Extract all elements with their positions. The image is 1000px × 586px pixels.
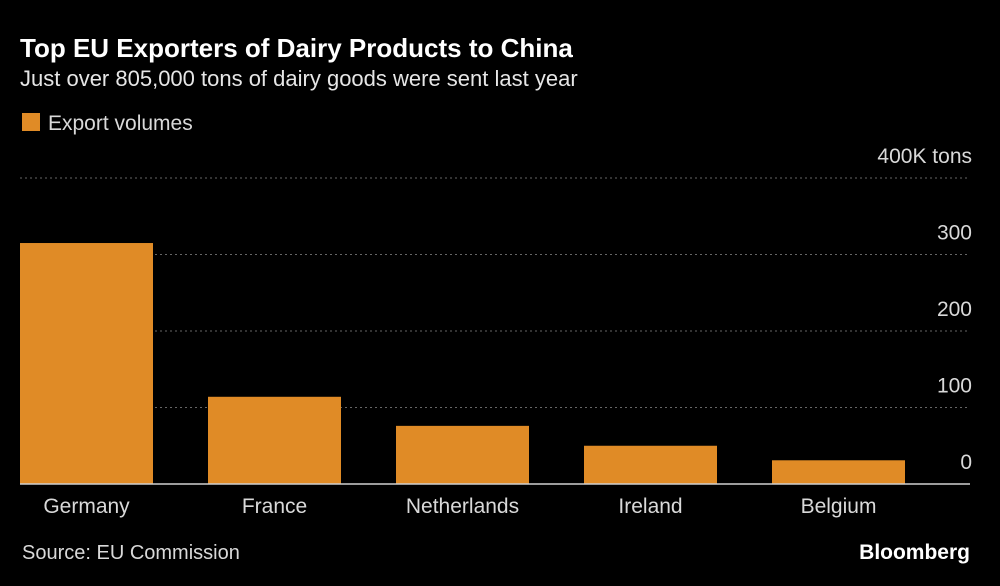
source: Source: EU Commission <box>22 542 240 564</box>
y-tick-label: 400K tons <box>877 145 972 168</box>
y-tick-label: 300 <box>937 222 972 245</box>
legend-label: Export volumes <box>48 112 193 135</box>
y-tick-label: 0 <box>960 451 972 474</box>
x-tick-label: France <box>242 495 307 518</box>
y-tick-label: 200 <box>937 298 972 321</box>
bar <box>584 445 717 484</box>
x-tick-label: Germany <box>43 495 130 518</box>
x-tick-label: Belgium <box>801 495 877 518</box>
bar <box>772 460 905 484</box>
brand: Bloomberg <box>859 541 970 564</box>
legend-swatch <box>22 113 40 131</box>
y-tick-label: 100 <box>937 375 972 398</box>
bar <box>208 396 341 484</box>
bar <box>396 425 529 484</box>
bar <box>20 243 153 484</box>
chart-subtitle: Just over 805,000 tons of dairy goods we… <box>20 66 578 91</box>
x-tick-label: Ireland <box>618 495 682 518</box>
x-tick-label: Netherlands <box>406 495 519 518</box>
chart-title: Top EU Exporters of Dairy Products to Ch… <box>20 33 573 63</box>
